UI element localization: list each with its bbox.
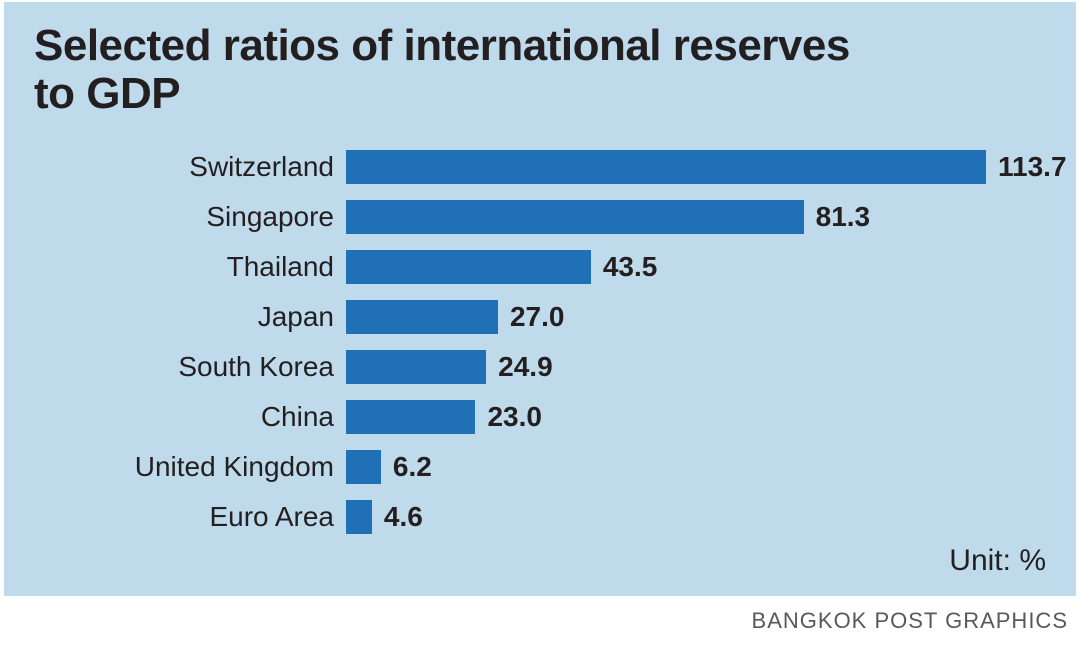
bar-row: Euro Area 4.6 xyxy=(34,492,1046,542)
bar-wrap: 27.0 xyxy=(346,300,1046,334)
bar xyxy=(346,400,475,434)
bar xyxy=(346,150,986,184)
value-label: 4.6 xyxy=(372,501,423,533)
bar-row: Switzerland113.7 xyxy=(34,142,1046,192)
bar-row: Thailand 43.5 xyxy=(34,242,1046,292)
bar xyxy=(346,300,498,334)
category-label: Euro Area xyxy=(34,501,346,533)
bar xyxy=(346,250,591,284)
bar xyxy=(346,350,486,384)
bar xyxy=(346,200,804,234)
bar-row: China 23.0 xyxy=(34,392,1046,442)
chart-panel: Selected ratios of international reserve… xyxy=(4,2,1076,596)
bar xyxy=(346,450,381,484)
bar-wrap: 113.7 xyxy=(346,150,1067,184)
value-label: 6.2 xyxy=(381,451,432,483)
bar-wrap: 43.5 xyxy=(346,250,1046,284)
bar-row: Singapore 81.3 xyxy=(34,192,1046,242)
bar-wrap: 4.6 xyxy=(346,500,1046,534)
value-label: 24.9 xyxy=(486,351,553,383)
bar-wrap: 81.3 xyxy=(346,200,1046,234)
chart-title: Selected ratios of international reserve… xyxy=(34,22,1046,118)
value-label: 43.5 xyxy=(591,251,658,283)
bar-chart: Switzerland113.7 Singapore 81.3 Thailand 43.… xyxy=(34,142,1046,542)
chart-title-line: Selected ratios of international reserve… xyxy=(34,22,1046,70)
category-label: China xyxy=(34,401,346,433)
bar-wrap: 24.9 xyxy=(346,350,1046,384)
bar xyxy=(346,500,372,534)
bar-row: United Kingdom 6.2 xyxy=(34,442,1046,492)
value-label: 27.0 xyxy=(498,301,565,333)
category-label: Thailand xyxy=(34,251,346,283)
category-label: United Kingdom xyxy=(34,451,346,483)
unit-label: Unit: % xyxy=(949,544,1046,578)
source-credit: BANGKOK POST GRAPHICS xyxy=(752,608,1068,634)
bar-row: Japan 27.0 xyxy=(34,292,1046,342)
bar-wrap: 6.2 xyxy=(346,450,1046,484)
value-label: 113.7 xyxy=(986,151,1067,183)
value-label: 81.3 xyxy=(804,201,871,233)
category-label: Japan xyxy=(34,301,346,333)
value-label: 23.0 xyxy=(475,401,542,433)
category-label: South Korea xyxy=(34,351,346,383)
bar-row: South Korea 24.9 xyxy=(34,342,1046,392)
chart-title-line: to GDP xyxy=(34,70,1046,118)
bar-wrap: 23.0 xyxy=(346,400,1046,434)
category-label: Singapore xyxy=(34,201,346,233)
category-label: Switzerland xyxy=(34,151,346,183)
